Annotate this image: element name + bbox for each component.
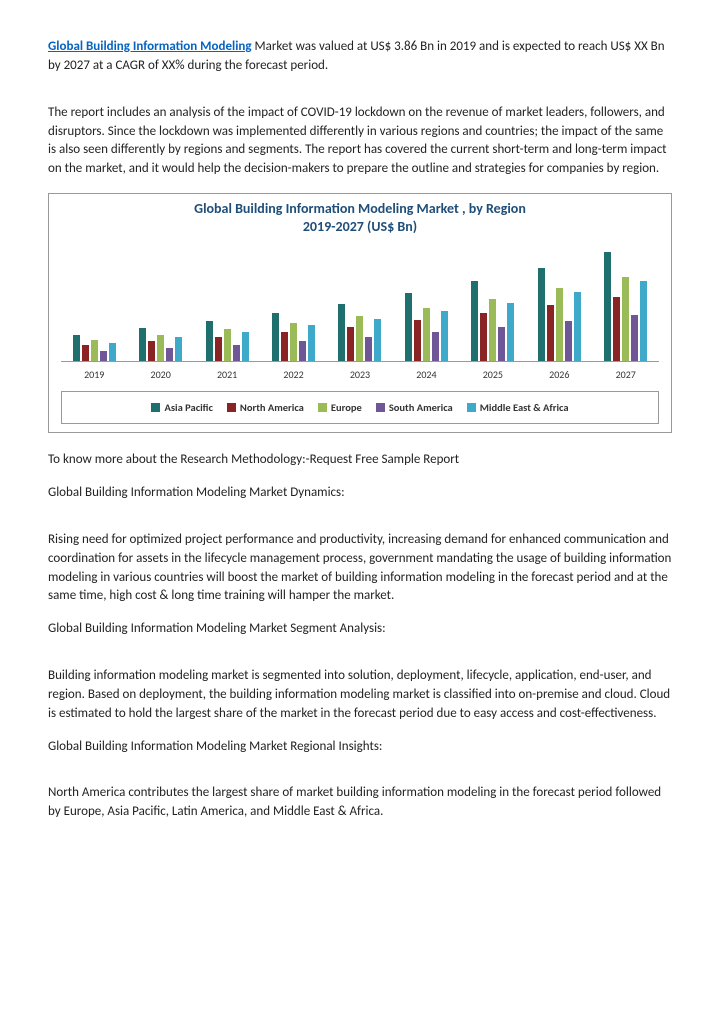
legend-item: Asia Pacific (151, 400, 212, 415)
bar (538, 268, 545, 361)
legend-swatch (376, 403, 385, 412)
bar (347, 327, 354, 362)
legend-item: South America (376, 400, 453, 415)
x-axis-label: 2022 (260, 368, 326, 383)
year-group (61, 335, 127, 362)
bar (73, 335, 80, 362)
legend-item: Europe (318, 400, 362, 415)
bar (604, 252, 611, 361)
bar (405, 293, 412, 361)
bar (272, 313, 279, 361)
bar (100, 351, 107, 362)
bar (109, 343, 116, 362)
legend-item: North America (227, 400, 304, 415)
legend-label: Europe (331, 400, 362, 415)
bar (281, 332, 288, 361)
legend-swatch (467, 403, 476, 412)
chart-x-axis: 201920202021202220232024202520262027 (61, 368, 659, 383)
bar (631, 315, 638, 362)
region-chart: Global Building Information Modeling Mar… (48, 193, 672, 433)
x-axis-label: 2026 (526, 368, 592, 383)
bar (290, 323, 297, 362)
x-axis-label: 2024 (393, 368, 459, 383)
bar (374, 319, 381, 362)
bar (215, 337, 222, 361)
heading-segment: Global Building Information Modeling Mar… (48, 620, 672, 639)
heading-dynamics: Global Building Information Modeling Mar… (48, 484, 672, 503)
bar (82, 345, 89, 361)
bar (471, 281, 478, 361)
bar (622, 277, 629, 361)
bar (139, 328, 146, 361)
year-group (127, 328, 193, 361)
intro-paragraph: Global Building Information Modeling Mar… (48, 38, 672, 76)
bar (556, 288, 563, 361)
chart-plot-area (61, 242, 659, 362)
bar (175, 337, 182, 361)
x-axis-label: 2021 (194, 368, 260, 383)
chart-legend: Asia Pacific North America Europe South Ame… (61, 391, 659, 424)
paragraph-covid: The report includes an analysis of the i… (48, 104, 672, 179)
bar (233, 345, 240, 361)
year-group (460, 281, 526, 361)
bar (356, 316, 363, 361)
chart-title: Global Building Information Modeling Mar… (57, 200, 663, 236)
x-axis-label: 2020 (127, 368, 193, 383)
bar (480, 313, 487, 361)
bar (640, 281, 647, 361)
bar (91, 340, 98, 361)
bar (299, 341, 306, 361)
bar (365, 337, 372, 361)
legend-swatch (151, 403, 160, 412)
bar (441, 311, 448, 362)
bar (242, 332, 249, 361)
year-group (526, 268, 592, 361)
bar (489, 299, 496, 362)
legend-item: Middle East & Africa (467, 400, 569, 415)
heading-regional: Global Building Information Modeling Mar… (48, 738, 672, 757)
x-axis-label: 2023 (327, 368, 393, 383)
bar (613, 297, 620, 361)
legend-swatch (318, 403, 327, 412)
year-group (393, 293, 459, 361)
paragraph-dynamics: Rising need for optimized project perfor… (48, 531, 672, 606)
year-group (593, 252, 659, 361)
bar (565, 321, 572, 361)
x-axis-label: 2027 (593, 368, 659, 383)
year-group (260, 313, 326, 361)
legend-label: South America (389, 400, 453, 415)
bar (547, 305, 554, 361)
bar (166, 348, 173, 361)
legend-label: Asia Pacific (164, 400, 212, 415)
legend-swatch (227, 403, 236, 412)
paragraph-segment: Building information modeling market is … (48, 667, 672, 724)
bar (507, 303, 514, 362)
year-group (327, 304, 393, 361)
bar (498, 327, 505, 362)
bar (224, 329, 231, 361)
bar (157, 335, 164, 362)
title-link[interactable]: Global Building Information Modeling (48, 39, 252, 54)
bar (574, 292, 581, 361)
x-axis-label: 2025 (460, 368, 526, 383)
legend-label: North America (240, 400, 304, 415)
paragraph-regional: North America contributes the largest sh… (48, 784, 672, 822)
bar (414, 320, 421, 361)
bar (206, 321, 213, 361)
year-group (194, 321, 260, 361)
bar (338, 304, 345, 361)
legend-label: Middle East & Africa (480, 400, 569, 415)
bar (423, 308, 430, 361)
x-axis-label: 2019 (61, 368, 127, 383)
bar (148, 341, 155, 361)
bar (308, 325, 315, 361)
paragraph-methodology: To know more about the Research Methodol… (48, 451, 672, 470)
bar (432, 332, 439, 361)
